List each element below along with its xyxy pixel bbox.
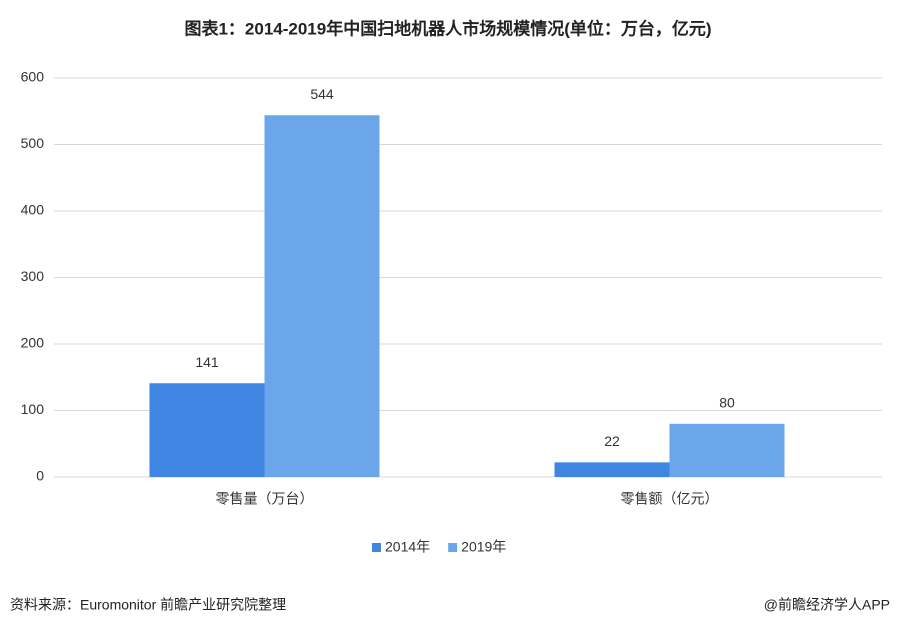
y-tick-label: 200 — [21, 335, 45, 351]
chart-title: 图表1：2014-2019年中国扫地机器人市场规模情况(单位：万台，亿元) — [184, 18, 711, 38]
data-label: 544 — [310, 86, 334, 102]
data-label: 141 — [195, 354, 219, 370]
data-label: 80 — [719, 395, 735, 411]
source-note: 资料来源：Euromonitor 前瞻产业研究院整理 — [10, 597, 286, 613]
credit: @前瞻经济学人APP — [764, 597, 890, 613]
y-tick-label: 100 — [21, 401, 45, 417]
y-tick-label: 300 — [21, 268, 45, 284]
bar — [149, 383, 265, 477]
y-tick-label: 600 — [21, 69, 45, 85]
legend-label: 2019年 — [461, 539, 506, 555]
bar — [554, 462, 670, 477]
legend-label: 2014年 — [385, 539, 430, 555]
legend-swatch — [448, 543, 458, 552]
bar — [264, 115, 380, 478]
y-tick-label: 400 — [21, 202, 45, 218]
data-label: 22 — [604, 433, 620, 449]
bar — [669, 423, 785, 477]
x-tick-label: 零售额（亿元） — [621, 491, 719, 507]
y-tick-label: 500 — [21, 135, 45, 151]
y-tick-label: 0 — [36, 468, 44, 484]
legend-swatch — [372, 543, 381, 552]
x-tick-label: 零售量（万台） — [216, 491, 314, 507]
